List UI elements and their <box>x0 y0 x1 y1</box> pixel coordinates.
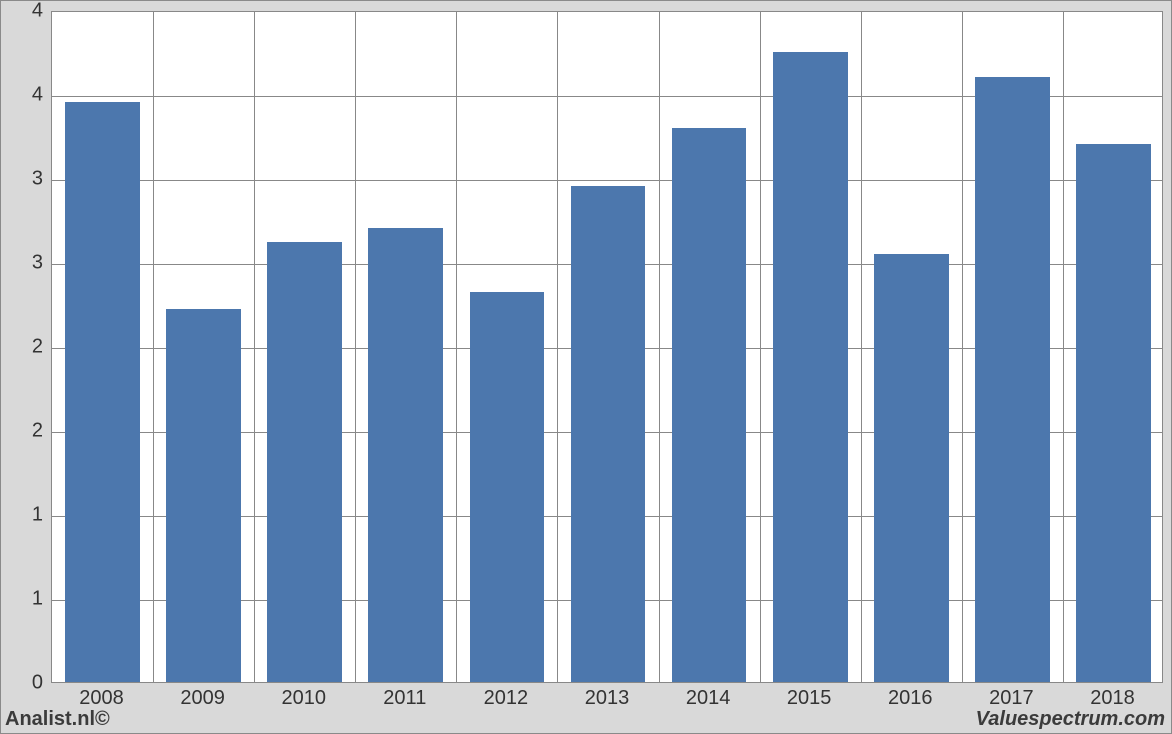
bar <box>975 77 1050 682</box>
x-tick-label: 2010 <box>281 687 326 710</box>
gridline-v <box>962 12 963 682</box>
gridline-v <box>456 12 457 682</box>
bar <box>773 52 848 682</box>
y-tick-label: 4 <box>1 84 43 107</box>
bar <box>672 128 747 682</box>
gridline-v <box>153 12 154 682</box>
gridline-v <box>254 12 255 682</box>
x-tick-label: 2017 <box>989 687 1034 710</box>
gridline-v <box>659 12 660 682</box>
y-tick-label: 1 <box>1 588 43 611</box>
x-tick-label: 2013 <box>585 687 630 710</box>
bar <box>874 254 949 682</box>
x-tick-label: 2008 <box>79 687 124 710</box>
gridline-v <box>557 12 558 682</box>
bar <box>65 102 140 682</box>
y-tick-label: 4 <box>1 0 43 23</box>
gridline-v <box>861 12 862 682</box>
x-tick-label: 2018 <box>1090 687 1135 710</box>
bar <box>267 242 342 682</box>
x-tick-label: 2016 <box>888 687 933 710</box>
x-tick-label: 2009 <box>180 687 225 710</box>
x-tick-label: 2012 <box>484 687 529 710</box>
credit-left: Analist.nl© <box>5 708 110 731</box>
gridline-v <box>760 12 761 682</box>
y-tick-label: 3 <box>1 252 43 275</box>
x-tick-label: 2015 <box>787 687 832 710</box>
y-tick-label: 2 <box>1 420 43 443</box>
y-tick-label: 2 <box>1 336 43 359</box>
gridline-v <box>355 12 356 682</box>
credit-right: Valuespectrum.com <box>976 708 1165 731</box>
x-tick-label: 2014 <box>686 687 731 710</box>
gridline-v <box>1063 12 1064 682</box>
bar <box>1076 144 1151 682</box>
x-tick-label: 2011 <box>383 687 426 710</box>
y-tick-label: 0 <box>1 672 43 695</box>
plot-area <box>51 11 1163 683</box>
bar <box>166 309 241 682</box>
y-tick-label: 1 <box>1 504 43 527</box>
bar <box>368 228 443 682</box>
y-tick-label: 3 <box>1 168 43 191</box>
bar <box>571 186 646 682</box>
chart-frame: 0 1 1 2 2 3 3 4 4 2008 2009 2010 2011 2012 2013 2014 20… <box>0 0 1172 734</box>
bar <box>470 292 545 682</box>
